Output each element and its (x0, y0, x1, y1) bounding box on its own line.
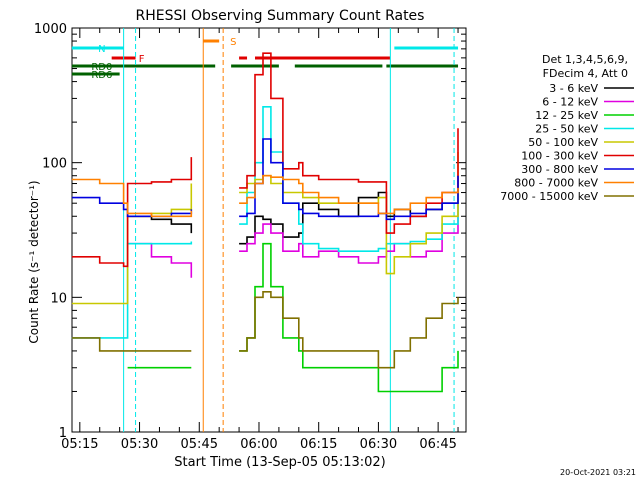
series-line-6-12-kev (127, 175, 459, 278)
x-tick-label: 05:15 (61, 437, 98, 452)
y-tick-label: 100 (42, 157, 67, 172)
legend-label: 300 - 800 keV (521, 163, 598, 176)
legend-label: 50 - 100 keV (528, 136, 598, 149)
y-axis: 1 10 100 1000 (34, 22, 466, 441)
x-axis: 05:15 05:30 05:45 06:00 06:15 06:30 06:45 (61, 28, 459, 452)
y-axis-label: Count Rate (s⁻¹ detector⁻¹) (27, 180, 41, 343)
series-line-800-7000-kev (71, 174, 459, 218)
series-line-25-50-kev (71, 106, 459, 339)
legend-label: 3 - 6 keV (549, 82, 598, 95)
series-line-12-25-kev (127, 242, 459, 393)
y-tick-label: 1 (59, 426, 67, 441)
legend-label: 7000 - 15000 keV (500, 190, 598, 203)
x-tick-label: 06:45 (419, 437, 456, 452)
chart-title: RHESSI Observing Summary Count Rates (136, 8, 425, 24)
legend-label: 800 - 7000 keV (514, 177, 598, 190)
state-label-rd0: RD0 (91, 62, 112, 73)
y-tick-label: 10 (50, 291, 67, 306)
legend-label: 25 - 50 keV (535, 123, 598, 136)
state-label-f: F (139, 54, 145, 65)
y-tick-label: 1000 (34, 22, 67, 37)
x-tick-label: 06:00 (240, 437, 277, 452)
series-line-7000-15000-kev (71, 291, 459, 369)
legend-header-line: Det 1,3,4,5,6,9, (542, 53, 628, 66)
legend-label: 12 - 25 keV (535, 109, 598, 122)
state-label-n: N (98, 44, 105, 55)
footer-date: 20-Oct-2021 03:21 (560, 468, 636, 477)
legend-label: 100 - 300 keV (521, 150, 598, 163)
x-axis-label: Start Time (13-Sep-05 05:13:02) (174, 455, 385, 470)
series-group (71, 52, 459, 393)
state-label-s: S (230, 37, 236, 48)
series-line-50-100-kev (71, 152, 459, 305)
series-line-300-800-kev (71, 138, 459, 221)
x-tick-label: 05:30 (121, 437, 158, 452)
state-label-rd6: RD6 (91, 70, 112, 81)
x-tick-label: 06:30 (360, 437, 397, 452)
x-tick-label: 05:45 (181, 437, 218, 452)
legend-label: 6 - 12 keV (542, 96, 598, 109)
series-line-100-300-kev (71, 52, 459, 268)
legend-header-line: FDecim 4, Att 0 (543, 67, 628, 80)
legend-header: Det 1,3,4,5,6,9,FDecim 4, Att 0 (542, 53, 628, 80)
x-tick-label: 06:15 (300, 437, 337, 452)
plot-frame (71, 27, 467, 433)
